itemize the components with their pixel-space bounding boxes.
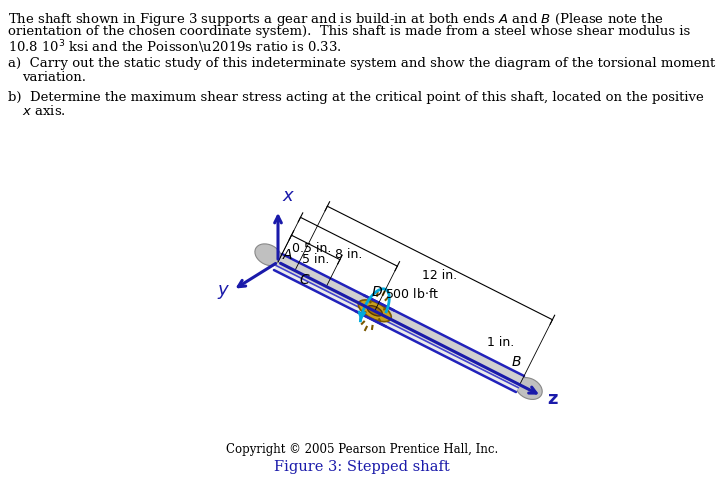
Ellipse shape bbox=[255, 244, 282, 266]
Polygon shape bbox=[274, 265, 519, 392]
Text: $\mathit{C}$: $\mathit{C}$ bbox=[299, 272, 311, 286]
Text: 10.8 10$^3$ ksi and the Poisson\u2019s ratio is 0.33.: 10.8 10$^3$ ksi and the Poisson\u2019s r… bbox=[8, 38, 342, 56]
Text: $\mathit{D}$: $\mathit{D}$ bbox=[371, 284, 383, 298]
Text: $\mathbf{\mathit{y}}$: $\mathbf{\mathit{y}}$ bbox=[217, 282, 230, 300]
Text: 500 lb$\cdot$ft: 500 lb$\cdot$ft bbox=[384, 286, 439, 300]
Text: The shaft shown in Figure 3 supports a gear and is build-in at both ends $\mathi: The shaft shown in Figure 3 supports a g… bbox=[8, 11, 664, 28]
Text: orientation of the chosen coordinate system).  This shaft is made from a steel w: orientation of the chosen coordinate sys… bbox=[8, 24, 690, 37]
Text: $\mathbf{z}$: $\mathbf{z}$ bbox=[547, 389, 558, 407]
Ellipse shape bbox=[515, 378, 542, 399]
Text: 5 in.: 5 in. bbox=[302, 253, 329, 266]
Text: Copyright © 2005 Pearson Prentice Hall, Inc.: Copyright © 2005 Pearson Prentice Hall, … bbox=[226, 442, 498, 455]
Text: b)  Determine the maximum shear stress acting at the critical point of this shaf: b) Determine the maximum shear stress ac… bbox=[8, 90, 704, 103]
Ellipse shape bbox=[367, 306, 382, 316]
Text: $\mathit{x}$ axis.: $\mathit{x}$ axis. bbox=[22, 104, 66, 118]
Text: $\mathit{B}$: $\mathit{B}$ bbox=[511, 355, 522, 369]
Text: Figure 3: Stepped shaft: Figure 3: Stepped shaft bbox=[274, 459, 450, 473]
Ellipse shape bbox=[358, 300, 391, 322]
Text: 1 in.: 1 in. bbox=[487, 336, 514, 348]
Text: 8 in.: 8 in. bbox=[335, 247, 363, 260]
Text: $\mathbf{\mathit{x}}$: $\mathbf{\mathit{x}}$ bbox=[282, 187, 295, 204]
Text: 12 in.: 12 in. bbox=[422, 268, 458, 281]
Polygon shape bbox=[274, 254, 524, 392]
Text: $\mathit{A}$: $\mathit{A}$ bbox=[282, 248, 293, 262]
Text: a)  Carry out the static study of this indeterminate system and show the diagram: a) Carry out the static study of this in… bbox=[8, 58, 715, 71]
Text: 0.5 in.: 0.5 in. bbox=[292, 242, 332, 255]
Text: variation.: variation. bbox=[22, 71, 86, 84]
